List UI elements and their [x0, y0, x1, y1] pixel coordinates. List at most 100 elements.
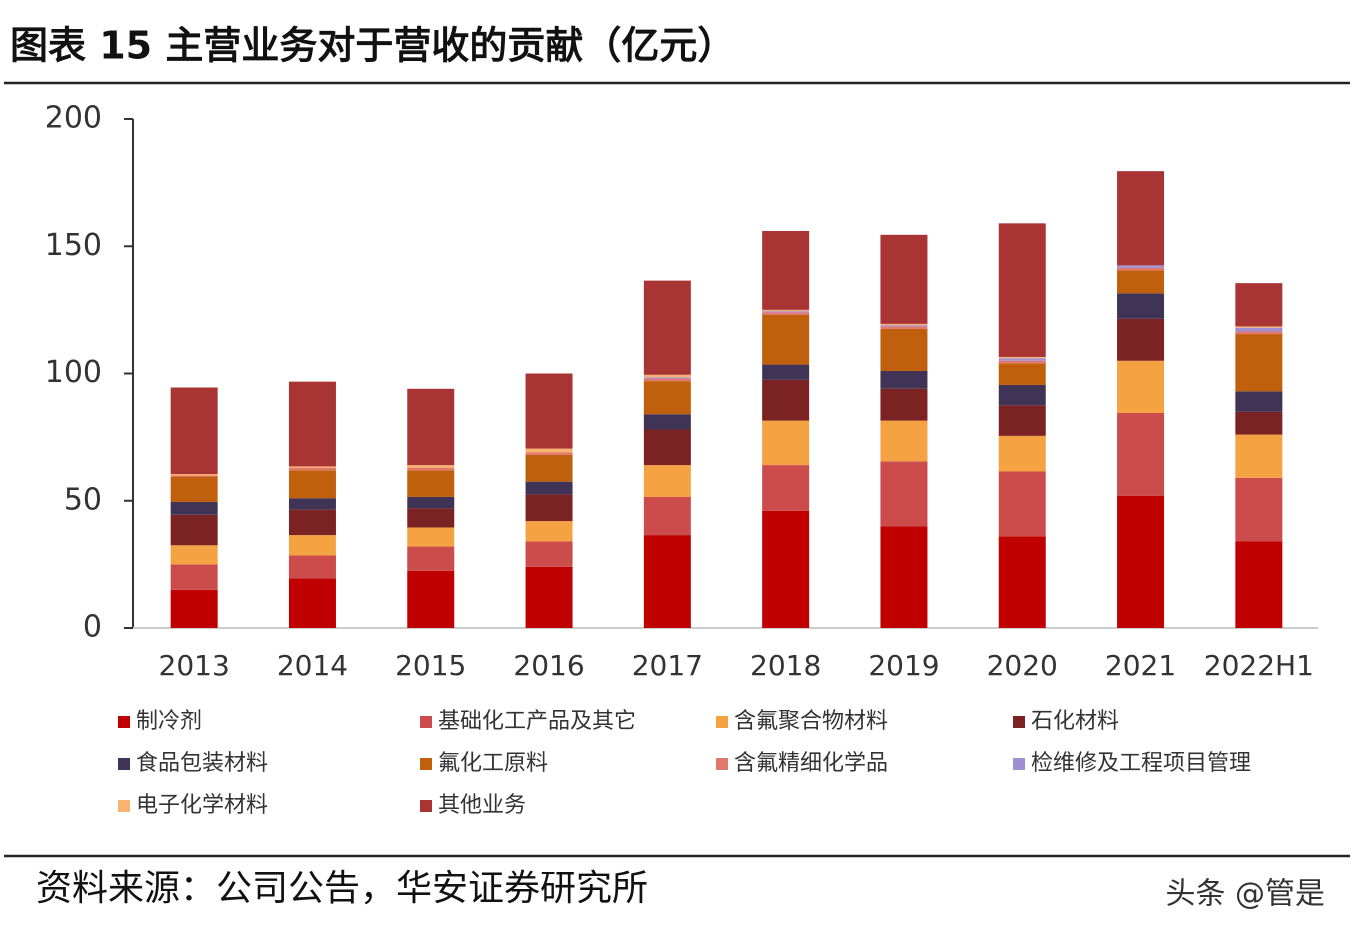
bar-segment [1117, 318, 1165, 361]
legend-label: 电子化学材料 [136, 793, 268, 818]
legend-label: 含氟精细化学品 [734, 751, 888, 776]
x-tick-label: 2016 [513, 649, 584, 682]
bar-segment [288, 555, 336, 579]
legend-swatch [420, 716, 432, 728]
x-tick-label: 2013 [159, 649, 230, 682]
bar-segment [1117, 412, 1165, 496]
y-tick-label: 100 [45, 355, 102, 390]
bar-segment [762, 364, 810, 380]
bar-segment [525, 448, 573, 453]
bar-segment [880, 328, 928, 371]
bar-segment [643, 465, 691, 497]
bar-segment [880, 370, 928, 389]
bar-segment [1117, 267, 1165, 271]
bar-segment [170, 475, 218, 477]
legend-label: 检维修及工程项目管理 [1031, 751, 1251, 776]
bar-segment [407, 546, 455, 571]
bar-segment [1235, 391, 1283, 412]
bar-segment [1235, 334, 1283, 392]
legend-swatch [118, 716, 130, 728]
bar-segment [643, 381, 691, 415]
bar-segment [762, 309, 810, 312]
legend-swatch [118, 800, 130, 812]
y-tick-label: 50 [64, 482, 102, 517]
legend-label: 石化材料 [1031, 709, 1119, 734]
bar-segment [880, 461, 928, 527]
bar-segment [525, 494, 573, 522]
bar-segment [998, 405, 1046, 436]
bar-segment [170, 476, 218, 503]
watermark: 头条 @管是 [1165, 877, 1325, 912]
bar-segment [407, 508, 455, 528]
bar-segment [288, 535, 336, 556]
bar-segment [525, 521, 573, 542]
bar-segment [643, 496, 691, 536]
bar-segment [643, 535, 691, 628]
bar-segment [643, 374, 691, 378]
bar-segment [525, 541, 573, 567]
legend-label: 制冷剂 [136, 709, 202, 734]
bar-segment [998, 536, 1046, 628]
bar-segment [170, 502, 218, 515]
bar-segment [762, 312, 810, 315]
bar-segment [643, 414, 691, 430]
legend-swatch [716, 758, 728, 770]
bar-segment [1235, 283, 1283, 327]
bar-segment [880, 526, 928, 628]
source-note: 资料来源：公司公告，华安证券研究所 [36, 868, 648, 909]
bar-segment [288, 578, 336, 628]
bar-segment [643, 429, 691, 466]
bar-segment [1235, 541, 1283, 628]
bar-segment [1235, 411, 1283, 435]
bar-segment [288, 509, 336, 536]
bar-segment [288, 381, 336, 467]
x-tick-label: 2015 [395, 649, 466, 682]
bar-segment [407, 470, 455, 497]
legend-swatch [1013, 716, 1025, 728]
bar-segment [762, 311, 810, 313]
bar-segment [880, 325, 928, 327]
bar-segment [1117, 171, 1165, 266]
bar-segment [407, 570, 455, 628]
bar-segment [288, 470, 336, 499]
bar-segment [407, 496, 455, 509]
bar-segment [643, 280, 691, 375]
bar-segment [998, 360, 1046, 364]
bar-segment [880, 326, 928, 329]
y-tick-label: 0 [83, 610, 102, 645]
bar-segment [998, 223, 1046, 357]
bar-segment [1235, 434, 1283, 478]
chart-title: 图表 15 主营业务对于营收的贡献（亿元） [10, 24, 735, 68]
legend-swatch [420, 800, 432, 812]
y-tick-label: 150 [45, 228, 102, 263]
x-tick-label: 2022H1 [1204, 649, 1314, 682]
bar-segment [762, 230, 810, 310]
bar-segment [998, 356, 1046, 359]
bar-segment [525, 566, 573, 628]
legend-label: 氟化工原料 [438, 751, 548, 776]
bar-segment [880, 420, 928, 462]
bar-segment [998, 358, 1046, 361]
bar-segment [762, 379, 810, 421]
legend-label: 基础化工产品及其它 [438, 709, 636, 734]
bar-segment [762, 510, 810, 628]
legend-swatch [420, 758, 432, 770]
bar-segment [1117, 293, 1165, 319]
legend-swatch [1013, 758, 1025, 770]
bar-segment [525, 452, 573, 455]
x-tick-label: 2020 [987, 649, 1058, 682]
bar-segment [1117, 265, 1165, 268]
bar-segment [525, 454, 573, 482]
bar-segment [762, 420, 810, 466]
legend-swatch [716, 716, 728, 728]
bar-segment [170, 514, 218, 546]
y-tick-label: 200 [45, 101, 102, 136]
legend-swatch [118, 758, 130, 770]
bar-segment [525, 373, 573, 449]
bar-segment [170, 564, 218, 590]
bar-segment [170, 474, 218, 476]
x-tick-label: 2018 [750, 649, 821, 682]
bar-segment [288, 466, 336, 468]
bar-segment [998, 363, 1046, 385]
bar-segment [170, 545, 218, 565]
